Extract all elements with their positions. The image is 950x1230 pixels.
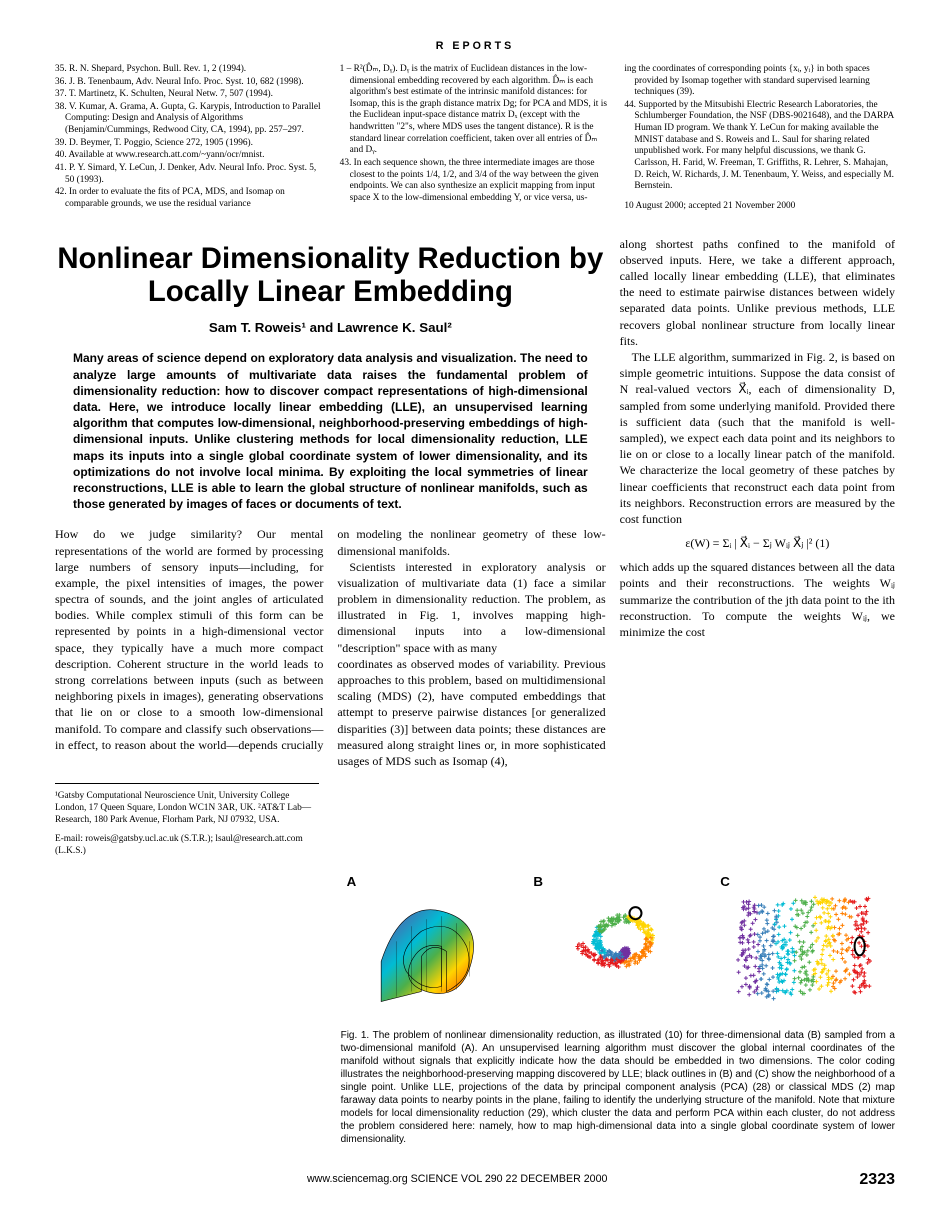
body-paragraph: along shortest paths confined to the man… — [620, 236, 895, 349]
scatter-2d-icon — [714, 871, 895, 1022]
section-header: R EPORTS — [55, 40, 895, 54]
body-paragraph: coordinates as observed modes of variabi… — [337, 656, 605, 769]
panel-label: B — [533, 873, 543, 890]
affiliations: ¹Gatsby Computational Neuroscience Unit,… — [55, 783, 319, 857]
swiss-roll-icon — [341, 871, 522, 1022]
ref-item: 37. T. Martinetz, K. Schulten, Neural Ne… — [55, 89, 326, 101]
affiliation-line: ¹Gatsby Computational Neuroscience Unit,… — [55, 790, 319, 826]
page-number: 2323 — [859, 1170, 895, 1191]
figure-1: A — [341, 871, 895, 1146]
ref-item: 36. J. B. Tenenbaum, Adv. Neural Info. P… — [55, 77, 326, 89]
ref-item: 41. P. Y. Simard, Y. LeCun, J. Denker, A… — [55, 163, 326, 186]
ref-date: 10 August 2000; accepted 21 November 200… — [624, 201, 895, 213]
scatter-3d-icon — [527, 871, 708, 1022]
article-body-two-col: How do we judge similarity? Our mental r… — [55, 526, 606, 769]
article-left-column: Nonlinear Dimensionality Reduction by Lo… — [55, 236, 606, 857]
ref-item: ing the coordinates of corresponding poi… — [624, 64, 895, 99]
figure-panel-c: C — [714, 871, 895, 1021]
ref-item: 1 – R²(D̂ₘ, Dᵧ). Dᵧ is the matrix of Euc… — [340, 64, 611, 157]
figure-panel-a: A — [341, 871, 522, 1021]
refs-col-2: 1 – R²(D̂ₘ, Dᵧ). Dᵧ is the matrix of Euc… — [340, 64, 611, 214]
refs-col-3: ing the coordinates of corresponding poi… — [624, 64, 895, 214]
panel-label: C — [720, 873, 730, 890]
panel-label: A — [347, 873, 357, 890]
refs-col-1: 35. R. N. Shepard, Psychon. Bull. Rev. 1… — [55, 64, 326, 214]
page-footer: www.sciencemag.org SCIENCE VOL 290 22 DE… — [55, 1170, 895, 1191]
equation-1: ε(W) = Σᵢ | X⃗ᵢ − Σⱼ Wᵢⱼ X⃗ⱼ |² (1) — [620, 535, 895, 551]
article-authors: Sam T. Roweis¹ and Lawrence K. Saul² — [55, 319, 606, 336]
ref-item: 44. Supported by the Mitsubishi Electric… — [624, 100, 895, 193]
ref-item: 39. D. Beymer, T. Poggio, Science 272, 1… — [55, 138, 326, 150]
ref-item: 42. In order to evaluate the fits of PCA… — [55, 187, 326, 210]
affiliation-email: E-mail: roweis@gatsby.ucl.ac.uk (S.T.R.)… — [55, 833, 319, 857]
figure-caption: Fig. 1. The problem of nonlinear dimensi… — [341, 1029, 895, 1146]
article-abstract: Many areas of science depend on explorat… — [73, 350, 588, 512]
body-paragraph: which adds up the squared distances betw… — [620, 559, 895, 640]
figure-panel-b: B — [527, 871, 708, 1021]
article-right-column: along shortest paths confined to the man… — [620, 236, 895, 857]
body-paragraph: Scientists interested in exploratory ana… — [337, 559, 605, 656]
references-block: 35. R. N. Shepard, Psychon. Bull. Rev. 1… — [55, 64, 895, 214]
body-paragraph: The LLE algorithm, summarized in Fig. 2,… — [620, 349, 895, 527]
ref-item: 38. V. Kumar, A. Grama, A. Gupta, G. Kar… — [55, 102, 326, 137]
ref-item: 35. R. N. Shepard, Psychon. Bull. Rev. 1… — [55, 64, 326, 76]
ref-item: 43. In each sequence shown, the three in… — [340, 158, 611, 205]
ref-item: 40. Available at www.research.att.com/~y… — [55, 150, 326, 162]
footer-journal-info: www.sciencemag.org SCIENCE VOL 290 22 DE… — [307, 1173, 607, 1187]
article-title: Nonlinear Dimensionality Reduction by Lo… — [55, 242, 606, 309]
